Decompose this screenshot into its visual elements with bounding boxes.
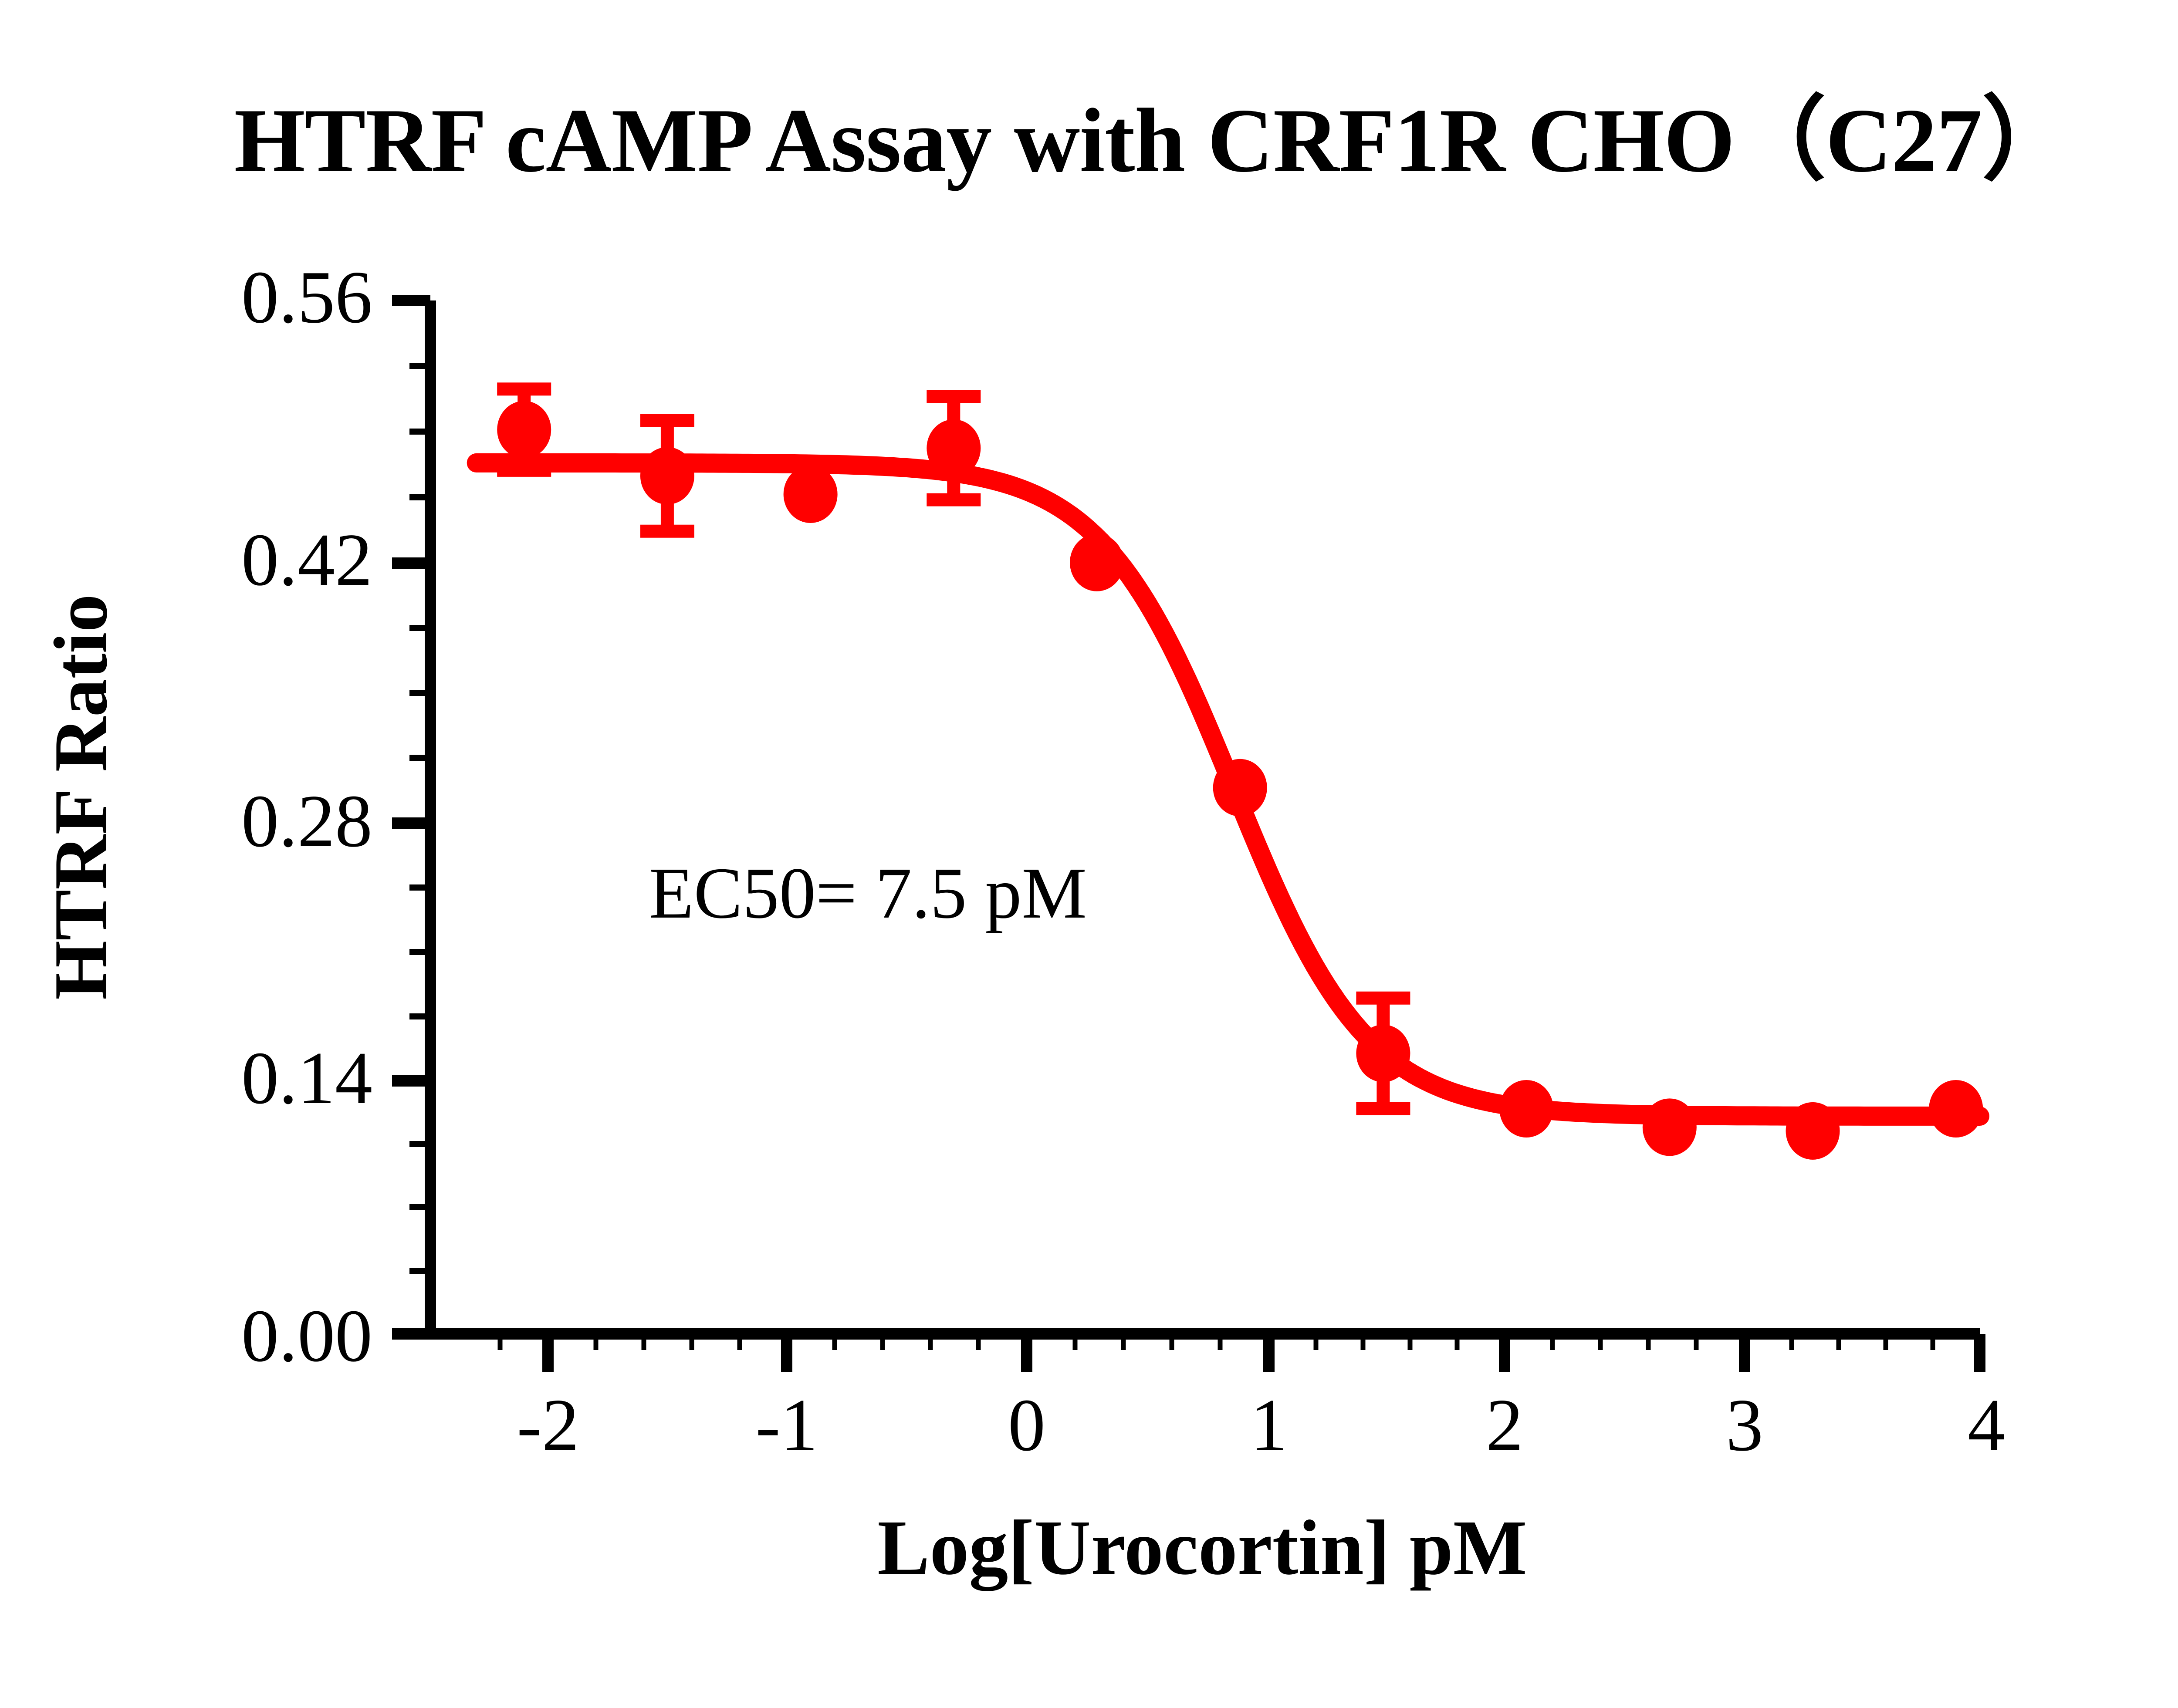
x-tick-label-5: 3 [1726, 1384, 1763, 1467]
y-tick-label-2: 0.28 [241, 780, 372, 863]
data-point [1642, 1098, 1697, 1156]
data-point [1929, 1080, 1983, 1138]
x-tick-label-2: 0 [1008, 1384, 1045, 1467]
data-point [1213, 759, 1267, 817]
y-axis-minor-ticks [409, 363, 430, 1274]
data-point [1786, 1102, 1840, 1160]
page-title: HTRF cAMP Assay with CRF1R CHO（C27） [234, 90, 2073, 191]
data-point [1356, 1024, 1410, 1082]
x-tick-label-1: -1 [755, 1384, 818, 1467]
error-bars [497, 382, 1410, 1116]
x-tick-label-3: 1 [1250, 1384, 1288, 1467]
x-tick-label-0: -2 [517, 1384, 579, 1467]
x-axis-title: Log[Urocortin] pM [877, 1504, 1527, 1591]
y-tick-label-4: 0.00 [241, 1295, 372, 1377]
data-point [497, 401, 551, 459]
data-point [1070, 533, 1124, 591]
y-tick-label-0: 0.56 [241, 256, 372, 339]
data-point [640, 447, 694, 505]
y-tick-label-1: 0.42 [241, 519, 372, 601]
data-point [1499, 1080, 1554, 1138]
data-point [927, 419, 981, 477]
ec50-annotation: EC50= 7.5 pM [649, 853, 1087, 934]
data-points [497, 401, 1983, 1160]
x-tick-label-4: 2 [1486, 1384, 1523, 1467]
y-tick-label-3: 0.14 [241, 1037, 372, 1120]
data-point [783, 465, 838, 523]
x-axis-minor-ticks [497, 1334, 1935, 1350]
x-tick-label-6: 4 [1968, 1384, 2005, 1467]
x-axis-ticks [542, 1334, 1985, 1372]
y-axis-ticks [392, 295, 430, 1340]
